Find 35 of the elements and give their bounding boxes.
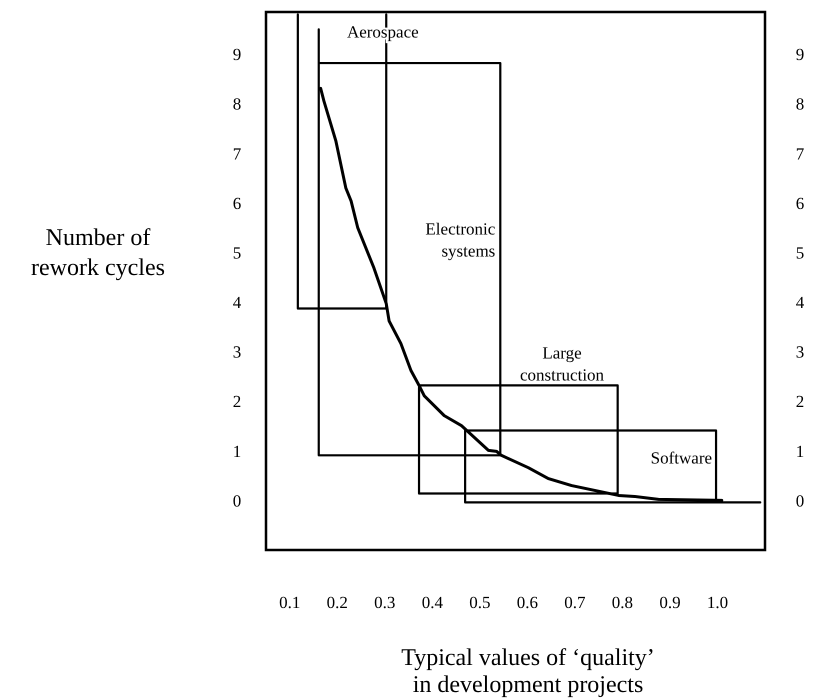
x-tick-label: 0.9 — [659, 593, 681, 612]
y2-tick-label: 4 — [796, 293, 805, 312]
x-tick-label: 0.2 — [326, 593, 348, 612]
x-tick-label: 0.4 — [422, 593, 444, 612]
y2-tick-label: 8 — [796, 94, 804, 114]
y-tick-label: 5 — [232, 243, 242, 262]
y-axis-title: Number of rework cycles — [31, 225, 165, 281]
y-tick-label: 7 — [232, 144, 242, 164]
y-tick-label: 4 — [232, 293, 242, 312]
x-tick-label: 1.0 — [706, 593, 728, 612]
x-tick-label: 0.8 — [612, 593, 634, 612]
y2-tick-label: 5 — [796, 243, 804, 262]
y-tick-label: 1 — [232, 442, 242, 461]
x-tick-label: 0.7 — [564, 593, 586, 612]
y2-tick-label: 3 — [796, 342, 804, 362]
y2-tick-label: 6 — [796, 194, 804, 213]
y2-tick-label: 7 — [796, 144, 805, 164]
x-tick-label: 0.3 — [374, 593, 396, 612]
x-tick-label: 0.1 — [279, 593, 300, 612]
series-label: Electronic systems — [425, 219, 496, 260]
y-tick-label: 0 — [232, 491, 242, 510]
y-tick-label: 9 — [232, 45, 242, 64]
y-tick-label: 8 — [232, 94, 242, 114]
x-axis-title: Typical values of ‘quality’ in development projects — [401, 645, 655, 698]
y-tick-label: 6 — [232, 194, 242, 213]
x-tick-label: 0.5 — [469, 593, 490, 612]
series-label: Large construction — [520, 343, 605, 384]
y2-tick-label: 2 — [796, 392, 804, 412]
series-label: Software — [650, 448, 712, 468]
y-tick-label: 3 — [232, 342, 242, 362]
x-tick-label: 0.6 — [516, 593, 538, 612]
y2-tick-label: 1 — [796, 442, 804, 461]
y2-tick-label: 9 — [796, 45, 804, 64]
y-tick-label: 2 — [232, 392, 242, 412]
y2-tick-label: 0 — [796, 491, 804, 510]
